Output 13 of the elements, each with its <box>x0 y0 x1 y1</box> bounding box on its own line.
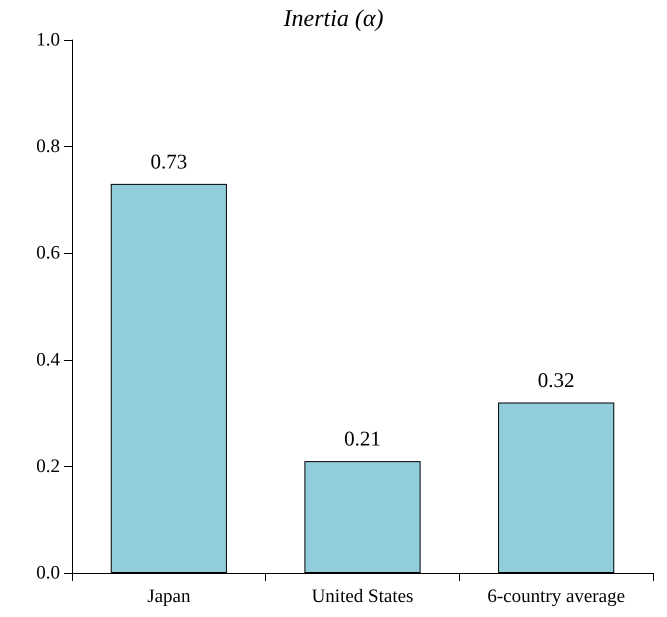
data-label: 0.21 <box>344 426 381 451</box>
y-tick-label: 0.6 <box>36 242 60 264</box>
data-label: 0.32 <box>538 368 575 392</box>
data-label: 0.73 <box>150 149 188 174</box>
x-tick-label: United States <box>312 586 414 607</box>
y-tick-label: 1.0 <box>36 30 60 50</box>
y-tick-label: 0.8 <box>36 136 60 158</box>
chart-title: Inertia (α) <box>282 6 384 32</box>
y-tick-label: 0.0 <box>36 562 60 584</box>
x-tick-label: 6-country average <box>487 586 626 607</box>
y-tick-label: 0.2 <box>36 456 60 477</box>
y-tick-label: 0.4 <box>36 349 60 370</box>
x-tick-label: Japan <box>147 586 191 607</box>
